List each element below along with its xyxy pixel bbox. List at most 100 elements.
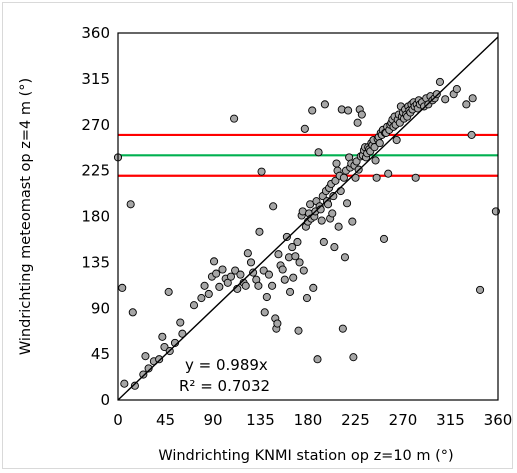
x-tick-label: 90 [203, 411, 222, 429]
data-point [215, 282, 224, 291]
data-point [262, 292, 271, 302]
data-point [371, 156, 380, 165]
data-point [467, 130, 476, 139]
data-point [268, 281, 277, 290]
data-point [231, 266, 240, 275]
data-point [264, 270, 273, 279]
data-point [331, 176, 340, 185]
data-point [160, 342, 169, 352]
data-point [128, 308, 137, 317]
data-point [343, 199, 352, 208]
data-point [257, 167, 266, 176]
data-point [210, 257, 219, 266]
data-point [328, 209, 337, 218]
plot-area-border [117, 32, 499, 401]
data-point [324, 200, 333, 209]
data-point [476, 285, 485, 294]
data-point [241, 281, 250, 290]
data-point [334, 222, 343, 231]
data-point [212, 269, 221, 278]
data-point [336, 186, 345, 196]
data-point [120, 379, 129, 388]
data-point [309, 283, 318, 292]
data-point [280, 275, 289, 284]
data-point [236, 270, 245, 279]
x-tick-label: 270 [389, 411, 418, 429]
x-tick-label: 225 [341, 411, 370, 429]
y-tick-label: 135 [81, 253, 110, 271]
data-point [411, 173, 420, 182]
data-point [319, 237, 328, 247]
reference-lines [118, 133, 498, 177]
data-point [218, 265, 227, 274]
y-tick-label: 0 [100, 391, 110, 409]
data-point [189, 301, 199, 310]
y-tick-label: 225 [81, 162, 110, 180]
data-point [357, 110, 366, 119]
data-point [226, 272, 235, 281]
data-point [452, 85, 461, 94]
data-point [197, 294, 206, 303]
x-tick-labels: 0 45 90 135 180 225 270 315 360 [113, 411, 512, 429]
data-point [353, 118, 362, 127]
data-point [255, 227, 264, 236]
x-tick-label: 360 [484, 411, 513, 429]
data-point [130, 381, 139, 390]
data-point [269, 202, 278, 211]
data-point [300, 124, 309, 133]
data-point [144, 364, 153, 373]
data-point [204, 289, 213, 299]
data-point [468, 94, 477, 103]
data-point [139, 370, 148, 379]
trendline-group [117, 36, 499, 401]
data-point [158, 332, 167, 341]
data-point [200, 281, 209, 290]
data-point [164, 287, 173, 296]
data-point [282, 232, 291, 241]
x-tick-label: 0 [113, 411, 123, 429]
data-point [295, 258, 304, 267]
data-point [441, 95, 450, 104]
data-point [178, 329, 187, 338]
data-point [332, 159, 341, 168]
data-point [435, 77, 444, 86]
y-tick-label: 270 [81, 116, 110, 134]
r-squared-label: R² = 0.7032 [179, 377, 270, 395]
data-point [329, 192, 338, 201]
data-points [113, 77, 500, 390]
y-tick-label: 315 [81, 70, 110, 88]
data-point [308, 106, 317, 115]
data-point [278, 265, 287, 274]
data-point [351, 173, 360, 182]
x-tick-label: 135 [246, 411, 275, 429]
data-point [370, 143, 379, 152]
data-point [340, 253, 349, 262]
trendline [117, 36, 499, 401]
data-point [379, 234, 389, 243]
x-tick-label: 315 [436, 411, 465, 429]
data-point [289, 273, 298, 282]
data-point [352, 157, 361, 166]
data-point [246, 258, 256, 267]
data-point [118, 283, 127, 292]
y-tick-label: 45 [91, 345, 110, 363]
data-point [372, 173, 381, 182]
data-point [230, 114, 239, 123]
trendline-equation: y = 0.989x [185, 356, 268, 374]
data-point [392, 135, 401, 145]
data-point [299, 266, 308, 275]
data-point [338, 324, 347, 333]
data-point [317, 216, 326, 225]
y-tick-labels: 0 45 90 135 180 225 270 315 360 [81, 24, 110, 409]
data-point [314, 148, 323, 157]
x-axis-label: Windrichting KNMI station op z=10 m (°) [158, 448, 453, 464]
data-point [294, 326, 303, 335]
data-point [176, 318, 185, 327]
data-point [254, 281, 263, 290]
data-point [141, 352, 150, 361]
data-point [274, 250, 283, 259]
data-point [302, 294, 311, 303]
y-tick-label: 360 [81, 24, 110, 42]
x-tick-label: 45 [156, 411, 175, 429]
